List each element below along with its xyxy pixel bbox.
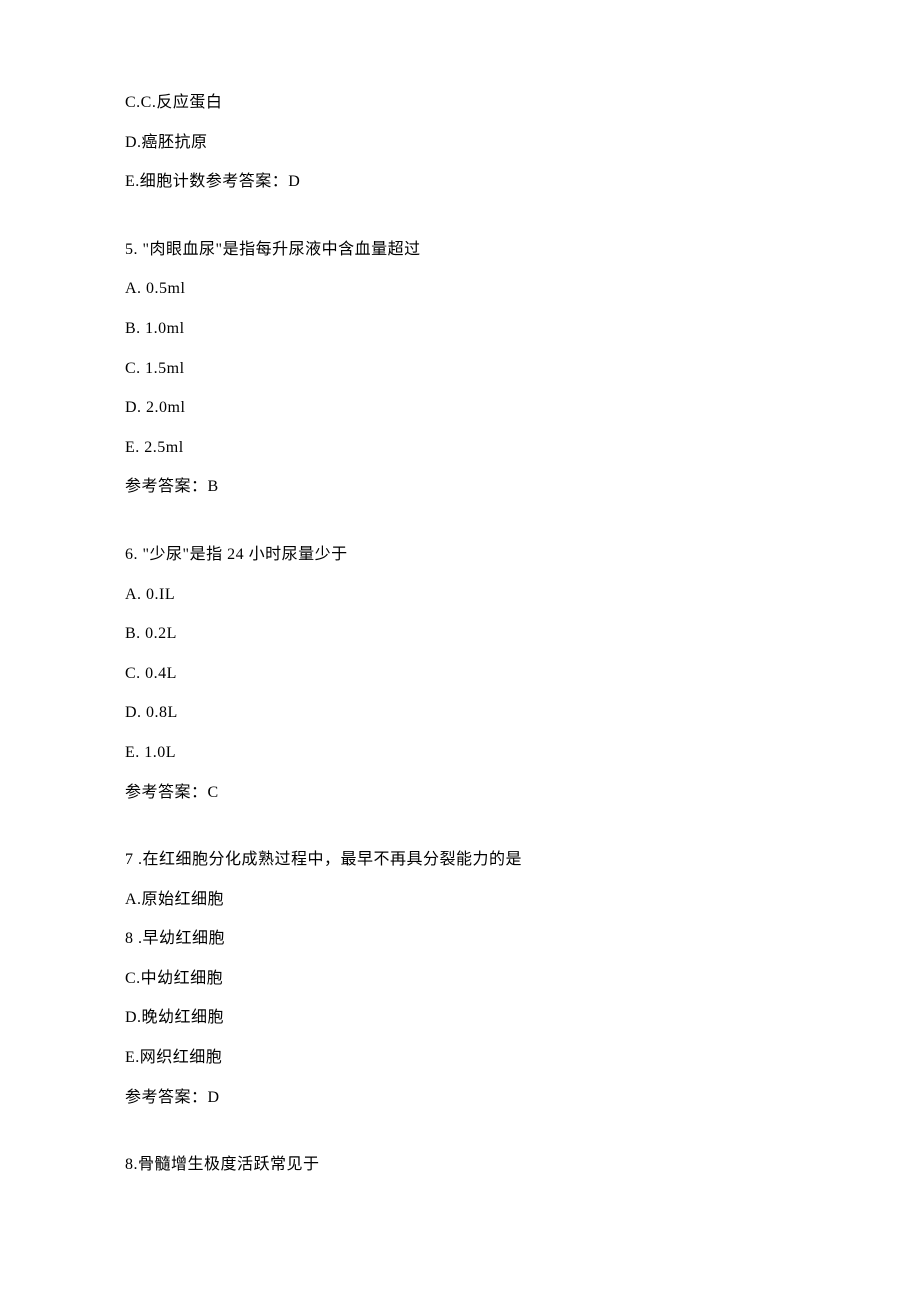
question-line: 8.骨髓增生极度活跃常见于 bbox=[125, 1152, 795, 1178]
option-line: C. 0.4L bbox=[125, 661, 795, 687]
option-line: 8 .早幼红细胞 bbox=[125, 926, 795, 952]
document-page: C.C.反应蛋白 D.癌胚抗原 E.细胞计数参考答案：D 5. "肉眼血尿"是指… bbox=[0, 0, 920, 1252]
section-gap bbox=[125, 514, 795, 542]
option-line: D.晚幼红细胞 bbox=[125, 1005, 795, 1031]
option-line: B. 1.0ml bbox=[125, 316, 795, 342]
answer-line: 参考答案：B bbox=[125, 474, 795, 500]
option-line: D. 2.0ml bbox=[125, 395, 795, 421]
option-line: C.C.反应蛋白 bbox=[125, 90, 795, 116]
option-line: D.癌胚抗原 bbox=[125, 130, 795, 156]
option-line: D. 0.8L bbox=[125, 700, 795, 726]
option-line: E.网织红细胞 bbox=[125, 1045, 795, 1071]
section-gap bbox=[125, 1124, 795, 1152]
option-line: C. 1.5ml bbox=[125, 356, 795, 382]
section-gap bbox=[125, 209, 795, 237]
option-line: A. 0.5ml bbox=[125, 276, 795, 302]
answer-line: 参考答案：C bbox=[125, 780, 795, 806]
option-line: B. 0.2L bbox=[125, 621, 795, 647]
option-line: E. 1.0L bbox=[125, 740, 795, 766]
option-line: A. 0.IL bbox=[125, 582, 795, 608]
question-line: 6. "少尿"是指 24 小时尿量少于 bbox=[125, 542, 795, 568]
question-line: 5. "肉眼血尿"是指每升尿液中含血量超过 bbox=[125, 237, 795, 263]
question-line: 7 .在红细胞分化成熟过程中，最早不再具分裂能力的是 bbox=[125, 847, 795, 873]
option-line: A.原始红细胞 bbox=[125, 887, 795, 913]
option-line: E. 2.5ml bbox=[125, 435, 795, 461]
section-gap bbox=[125, 819, 795, 847]
option-answer-line: E.细胞计数参考答案：D bbox=[125, 169, 795, 195]
option-line: C.中幼红细胞 bbox=[125, 966, 795, 992]
answer-line: 参考答案：D bbox=[125, 1085, 795, 1111]
